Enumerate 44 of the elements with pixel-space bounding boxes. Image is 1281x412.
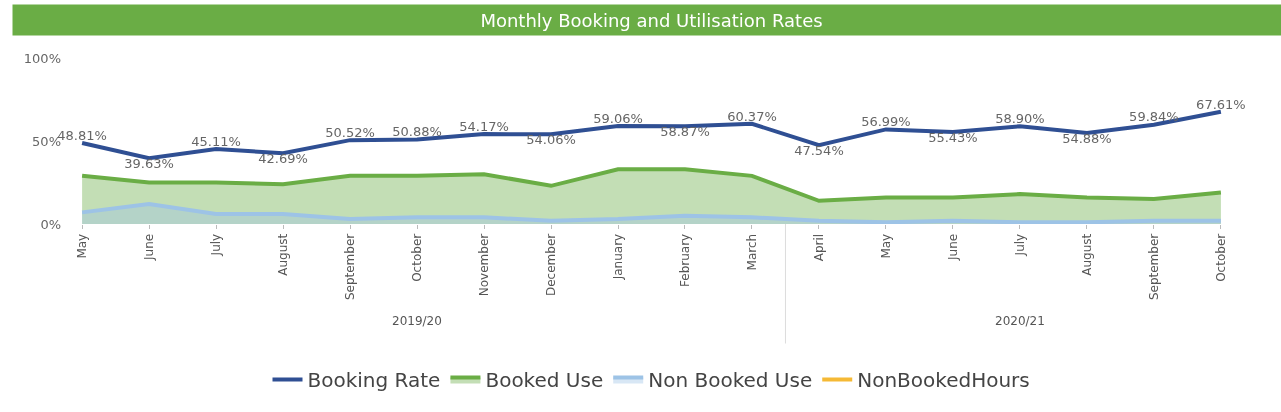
x-tick-label: July [208, 233, 223, 257]
y-tick-label: 0% [40, 216, 61, 232]
chart-title: Monthly Booking and Utilisation Rates [480, 9, 823, 31]
data-label: 58.87% [660, 124, 710, 140]
data-label: 67.61% [1196, 96, 1246, 112]
data-label: 54.06% [526, 132, 576, 148]
x-tick-label: December [543, 233, 558, 297]
text: 2019/20 [392, 314, 442, 328]
data-label: 39.63% [124, 155, 174, 171]
x-tick-label: August [275, 233, 290, 276]
data-label: 54.17% [459, 118, 509, 134]
x-tick-label: January [610, 233, 625, 281]
data-label: 54.88% [1062, 130, 1112, 146]
legend-label: NonBookedHours [857, 368, 1030, 393]
x-tick-label: September [342, 233, 357, 301]
x-tick-label: February [677, 233, 692, 287]
x-tick-label: October [409, 233, 424, 282]
x-tick-label: November [476, 233, 491, 297]
data-label: 56.99% [861, 114, 911, 130]
legend-label: Booking Rate [307, 368, 441, 393]
x-tick-label: October [1213, 233, 1228, 282]
x-tick-label: July [1012, 233, 1027, 257]
text: 2020/21 [995, 314, 1045, 328]
data-label: 60.37% [727, 108, 777, 124]
x-tick-label: June [945, 233, 960, 261]
data-label: 47.54% [794, 142, 844, 158]
x-tick-label: April [811, 233, 826, 262]
x-tick-label: May [75, 233, 89, 259]
data-label: 55.43% [928, 129, 978, 145]
x-tick-label: September [1146, 233, 1161, 301]
data-label: 59.84% [1129, 109, 1179, 125]
x-tick-label: May [878, 233, 893, 259]
legend-label: Booked Use [485, 368, 604, 393]
x-tick-label: August [1079, 233, 1094, 276]
data-label: 50.52% [325, 124, 375, 140]
legend-label: Non Booked Use [648, 368, 813, 393]
data-label: 45.11% [191, 133, 241, 149]
x-tick-label: March [744, 233, 759, 271]
data-label: 58.90% [995, 110, 1045, 126]
data-label: 42.69% [258, 150, 308, 166]
data-label: 50.88% [392, 124, 442, 140]
data-label: 59.06% [593, 110, 643, 126]
x-tick-label: June [141, 233, 156, 261]
y-tick-label: 100% [23, 50, 61, 66]
